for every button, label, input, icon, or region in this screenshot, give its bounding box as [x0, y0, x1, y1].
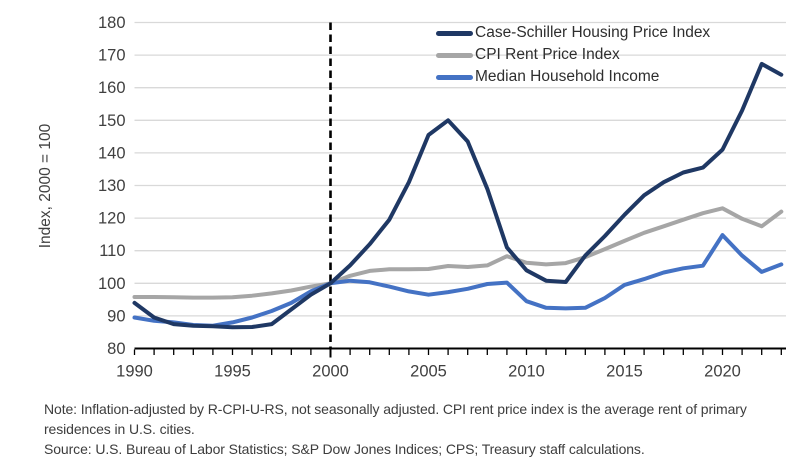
x-tick-label: 1990	[116, 363, 153, 381]
legend-line-swatch-gray-icon	[436, 52, 473, 58]
series-line-case-schiller-housing-price-index	[132, 61, 784, 330]
chart-note: Note: Inflation-adjusted by R-CPI-U-RS, …	[44, 401, 747, 437]
series-line-median-household-income	[132, 233, 784, 328]
legend-item-median-income: Median Household Income	[436, 66, 710, 88]
legend-line-swatch-blue-icon	[436, 74, 473, 80]
x-tick-label: 2015	[606, 363, 643, 381]
y-tick-label: 170	[98, 47, 126, 65]
x-tick-label: 2000	[312, 363, 349, 381]
y-tick-label: 80	[107, 340, 125, 358]
line-chart-canvas: 1990 1995 2000 2005 2010 2015 2020 80 90 100 110 12…	[98, 14, 786, 381]
legend-line-swatch-navy-icon	[436, 30, 473, 36]
legend-label-median-income: Median Household Income	[475, 68, 660, 85]
y-tick-label: 140	[98, 144, 126, 162]
y-tick-label: 160	[98, 79, 126, 97]
y-tick-label: 90	[107, 307, 125, 325]
y-tick-label: 120	[98, 210, 126, 228]
chart-source: Source: U.S. Bureau of Labor Statistics;…	[44, 440, 645, 457]
x-tick-label: 1995	[214, 363, 251, 381]
y-tick-label: 180	[98, 14, 126, 32]
legend-label-cpi-rent: CPI Rent Price Index	[475, 46, 620, 63]
chart-notes: Note: Inflation-adjusted by R-CPI-U-RS, …	[44, 400, 774, 460]
y-tick-label: 110	[99, 242, 125, 260]
x-tick-label: 2020	[704, 363, 741, 381]
legend-label-case-schiller: Case-Schiller Housing Price Index	[475, 24, 711, 41]
x-tick-label: 2005	[410, 363, 447, 381]
legend-item-cpi-rent: CPI Rent Price Index	[436, 44, 710, 66]
y-axis-title: Index, 2000 = 100	[37, 123, 54, 249]
series-line-cpi-rent-price-index	[132, 206, 784, 300]
y-tick-label: 130	[98, 177, 126, 195]
y-tick-label: 100	[98, 275, 126, 293]
chart-legend: Case-Schiller Housing Price Index CPI Re…	[436, 22, 710, 88]
legend-item-case-schiller: Case-Schiller Housing Price Index	[436, 22, 710, 44]
y-tick-label: 150	[98, 112, 126, 130]
x-tick-label: 2010	[508, 363, 545, 381]
